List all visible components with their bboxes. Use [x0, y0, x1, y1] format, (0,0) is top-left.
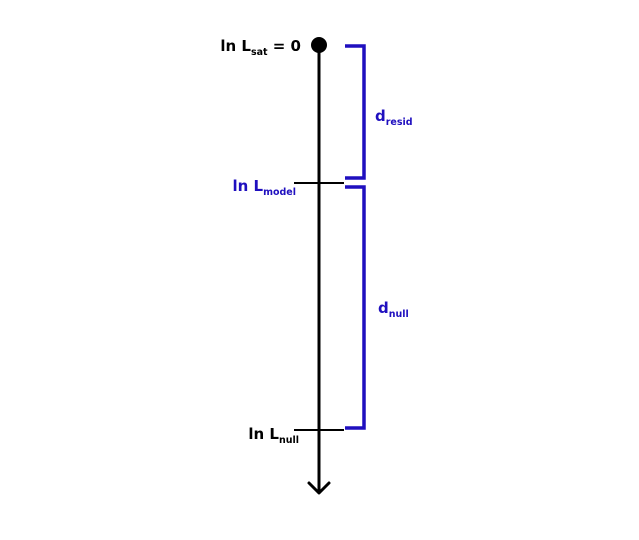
label-ln-lmodel: ln Lmodel — [232, 177, 296, 198]
null-bracket — [345, 185, 366, 430]
label-d-resid: dresid — [375, 107, 413, 128]
saturated-point — [311, 37, 327, 53]
label-ln-lnull: ln Lnull — [248, 425, 299, 446]
label-ln-lsat: ln Lsat = 0 — [220, 37, 301, 58]
resid-bracket — [345, 44, 366, 180]
axis-arrowhead — [307, 481, 331, 495]
label-d-null: dnull — [378, 299, 409, 320]
